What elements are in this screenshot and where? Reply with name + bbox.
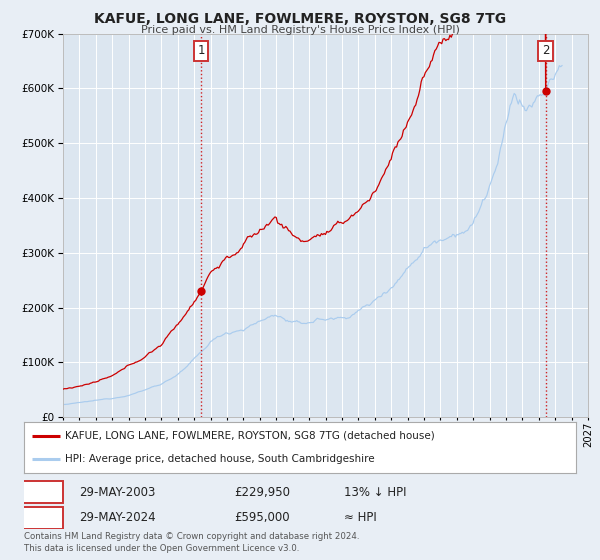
- Text: KAFUE, LONG LANE, FOWLMERE, ROYSTON, SG8 7TG (detached house): KAFUE, LONG LANE, FOWLMERE, ROYSTON, SG8…: [65, 431, 435, 441]
- FancyBboxPatch shape: [21, 507, 62, 529]
- Text: Contains HM Land Registry data © Crown copyright and database right 2024.
This d: Contains HM Land Registry data © Crown c…: [24, 532, 359, 553]
- Text: ≈ HPI: ≈ HPI: [344, 511, 377, 524]
- Text: 1: 1: [197, 44, 205, 57]
- Text: HPI: Average price, detached house, South Cambridgeshire: HPI: Average price, detached house, Sout…: [65, 454, 375, 464]
- Text: 1: 1: [38, 486, 46, 498]
- Text: 13% ↓ HPI: 13% ↓ HPI: [344, 486, 407, 498]
- Text: £595,000: £595,000: [234, 511, 289, 524]
- Text: KAFUE, LONG LANE, FOWLMERE, ROYSTON, SG8 7TG: KAFUE, LONG LANE, FOWLMERE, ROYSTON, SG8…: [94, 12, 506, 26]
- Text: Price paid vs. HM Land Registry's House Price Index (HPI): Price paid vs. HM Land Registry's House …: [140, 25, 460, 35]
- Text: 29-MAY-2003: 29-MAY-2003: [79, 486, 155, 498]
- Text: 29-MAY-2024: 29-MAY-2024: [79, 511, 156, 524]
- FancyBboxPatch shape: [21, 481, 62, 503]
- Text: £229,950: £229,950: [234, 486, 290, 498]
- Text: 2: 2: [542, 44, 549, 57]
- Text: 2: 2: [38, 511, 46, 524]
